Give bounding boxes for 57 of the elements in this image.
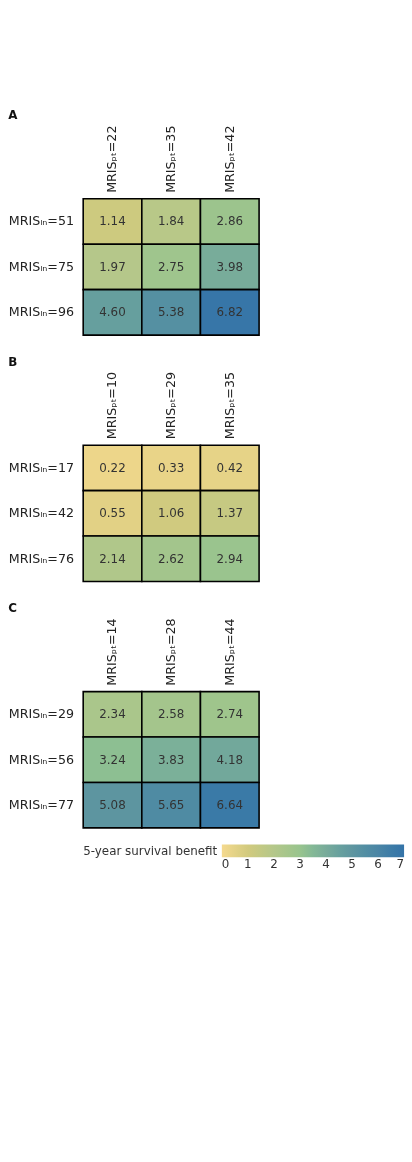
data-label: 2.14 [99, 551, 126, 566]
data-label: 4.18 [216, 752, 243, 767]
x-tick-label: MRISₚₜ=42 [221, 125, 237, 193]
y-tick-label: MRISₗₙ=56 [8, 751, 75, 767]
y-tick-label: MRISₗₙ=76 [8, 550, 75, 566]
color-bar-label: 6 [374, 857, 382, 872]
y-tick-label: MRISₗₙ=42 [8, 505, 75, 521]
data-label: 1.14 [99, 214, 126, 229]
data-label: 6.64 [216, 798, 243, 813]
chart-title: C [8, 601, 17, 616]
y-tick-label: MRISₗₙ=96 [8, 304, 75, 320]
data-label: 3.98 [216, 259, 243, 274]
data-label: 5.38 [157, 305, 185, 320]
chart-title: B [8, 354, 18, 369]
data-label: 0.22 [99, 460, 126, 475]
x-tick-label: MRISₚₜ=35 [163, 125, 179, 193]
color-bar-label: 4 [322, 857, 330, 872]
data-label: 1.97 [99, 259, 126, 274]
data-label: 2.34 [99, 707, 126, 722]
color-bar-label: 7 [396, 857, 405, 872]
y-tick-label: MRISₗₙ=77 [8, 797, 75, 813]
y-tick-label: MRISₗₙ=75 [8, 258, 75, 274]
x-tick-label: MRISₚₜ=14 [104, 618, 120, 686]
x-tick-label: MRISₚₜ=28 [163, 618, 179, 686]
x-tick-label: MRISₚₜ=22 [104, 125, 120, 193]
y-tick-label: MRISₗₙ=29 [8, 706, 75, 722]
data-label: 0.33 [157, 460, 185, 475]
data-label: 5.08 [99, 798, 126, 813]
data-label: 2.58 [157, 707, 185, 722]
x-tick-label: MRISₚₜ=44 [221, 618, 237, 686]
data-label: 2.94 [216, 551, 243, 566]
y-tick-label: MRISₗₙ=51 [8, 213, 75, 229]
data-label: 2.74 [216, 707, 243, 722]
data-label: 1.37 [216, 506, 243, 521]
color-bar-label: 1 [244, 857, 252, 872]
chart-title: A [8, 108, 19, 123]
data-label: 6.82 [216, 305, 243, 320]
color-bar-label: 3 [296, 857, 304, 872]
data-label: 2.62 [157, 551, 185, 566]
color-bar-label: 5 [348, 857, 356, 872]
data-label: 1.84 [157, 214, 185, 229]
x-tick-label: MRISₚₜ=10 [104, 371, 120, 440]
color-bar-title: 5-year survival benefit [83, 843, 218, 858]
data-label: 3.24 [99, 752, 126, 767]
y-tick-label: MRISₗₙ=17 [8, 459, 75, 475]
x-tick-label: MRISₚₜ=35 [221, 371, 237, 440]
color-bar-label: 0 [221, 857, 230, 872]
color-bar-label: 2 [270, 857, 278, 872]
data-label: 3.83 [157, 752, 185, 767]
data-label: 1.06 [157, 506, 185, 521]
data-label: 5.65 [157, 798, 185, 813]
data-label: 0.42 [216, 460, 243, 475]
data-label: 2.75 [157, 259, 185, 274]
x-tick-label: MRISₚₜ=29 [163, 371, 179, 440]
data-label: 2.86 [216, 214, 243, 229]
data-label: 4.60 [99, 305, 126, 320]
data-label: 0.55 [99, 506, 126, 521]
